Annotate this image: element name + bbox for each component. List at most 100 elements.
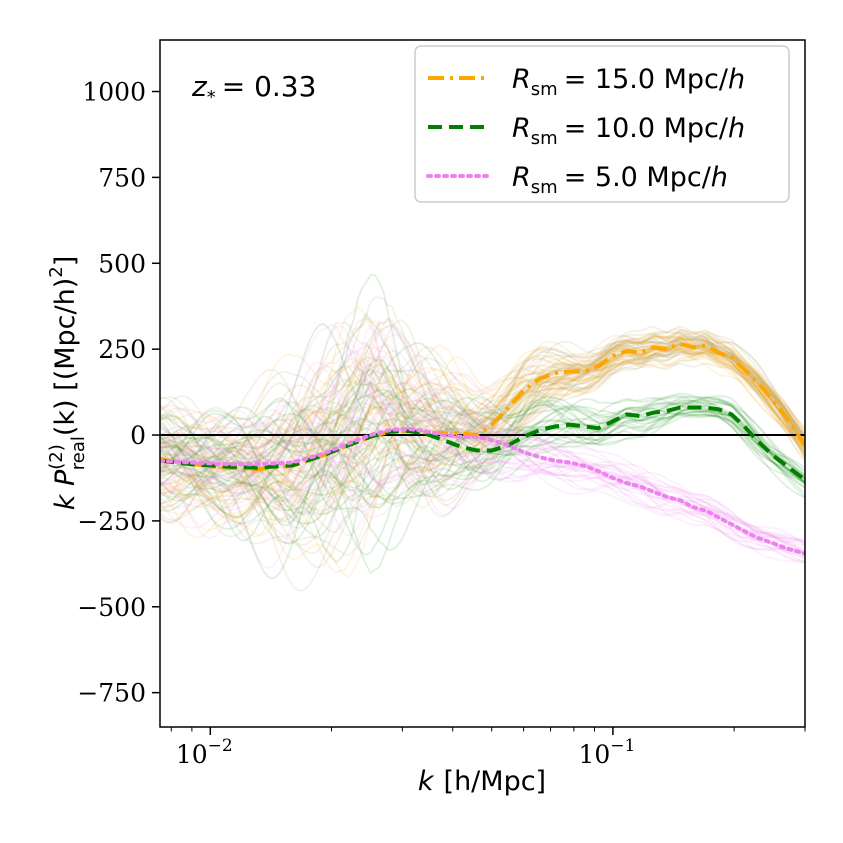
realization-line-2 bbox=[160, 364, 805, 563]
realization-line-olive bbox=[160, 340, 805, 505]
realization-line-1 bbox=[160, 396, 805, 545]
realization-line-1 bbox=[160, 398, 805, 510]
realization-line-1 bbox=[160, 361, 805, 481]
y-axis-label: k P(2)real(k) [(Mpc/h)2] bbox=[46, 256, 89, 511]
realization-line-0 bbox=[160, 343, 805, 515]
realization-line-0 bbox=[160, 339, 805, 524]
realization-line-1 bbox=[160, 368, 805, 502]
realization-line-olive bbox=[160, 345, 805, 521]
realization-line-0 bbox=[160, 330, 805, 525]
realization-line-olive bbox=[160, 341, 805, 509]
realization-line-1 bbox=[160, 392, 805, 556]
realization-line-0 bbox=[160, 348, 805, 472]
x-axis-label: k [h/Mpc] bbox=[418, 766, 546, 797]
y-tick-label: −500 bbox=[77, 593, 146, 622]
y-tick-label: 0 bbox=[130, 421, 146, 450]
realization-line-olive bbox=[160, 335, 805, 533]
realization-line-0 bbox=[160, 346, 805, 537]
realization-lines bbox=[160, 273, 805, 592]
realization-line-2 bbox=[160, 325, 805, 556]
realization-line-1 bbox=[160, 399, 805, 527]
realization-line-olive bbox=[160, 351, 805, 488]
y-tick-label: −250 bbox=[77, 507, 146, 536]
realization-line-olive bbox=[160, 329, 805, 490]
realization-line-olive bbox=[160, 331, 805, 487]
y-tick-label: 250 bbox=[98, 335, 146, 364]
y-axis-ticks: −750 −500 −250 0 250 500 750 1000 bbox=[77, 78, 160, 708]
realization-line-0 bbox=[160, 305, 805, 520]
y-tick-label: −750 bbox=[77, 679, 146, 708]
realization-line-olive bbox=[160, 334, 805, 524]
realization-line-1 bbox=[160, 394, 805, 552]
realization-line-2 bbox=[160, 324, 805, 543]
y-tick-label: 500 bbox=[98, 249, 146, 278]
mean-lines bbox=[160, 341, 805, 556]
x-tick-label: 10−1 bbox=[578, 736, 635, 769]
realization-line-1 bbox=[160, 407, 805, 525]
y-tick-label: 1000 bbox=[82, 78, 146, 107]
x-axis-ticks: 10−2 10−1 bbox=[170, 727, 806, 769]
realization-line-olive bbox=[160, 342, 805, 467]
realization-line-1 bbox=[160, 394, 805, 526]
realization-line-0 bbox=[160, 348, 805, 489]
realization-line-2 bbox=[160, 355, 805, 569]
realization-line-olive bbox=[160, 333, 805, 472]
realization-line-olive bbox=[160, 331, 805, 498]
x-tick-label: 10−2 bbox=[176, 736, 233, 769]
realization-line-olive bbox=[160, 320, 805, 509]
realization-line-1 bbox=[160, 381, 805, 476]
realization-line-1 bbox=[160, 397, 805, 519]
realization-line-olive bbox=[160, 349, 805, 512]
legend-label-1: Rsm = 10.0 Mpc/h bbox=[512, 113, 745, 149]
realization-line-2 bbox=[160, 388, 805, 565]
realization-line-olive bbox=[160, 332, 805, 518]
realization-line-olive bbox=[160, 340, 805, 493]
realization-line-olive bbox=[160, 336, 805, 530]
realization-line-olive bbox=[160, 317, 805, 499]
realization-line-1 bbox=[160, 396, 805, 542]
realization-line-0 bbox=[160, 340, 805, 520]
legend-frame bbox=[414, 45, 790, 203]
realization-line-2 bbox=[160, 325, 805, 553]
realization-line-2 bbox=[160, 402, 805, 557]
realization-line-1 bbox=[160, 396, 805, 530]
realization-line-2 bbox=[160, 344, 805, 559]
realization-line-2 bbox=[160, 349, 805, 542]
plot-frame bbox=[159, 39, 806, 728]
legend: Rsm = 15.0 Mpc/h Rsm = 10.0 Mpc/h Rsm = 5.0 M… bbox=[414, 45, 790, 203]
realization-line-olive bbox=[160, 337, 805, 509]
realization-line-2 bbox=[160, 419, 805, 558]
realization-line-2 bbox=[160, 333, 805, 543]
redshift-annotation: z* = 0.33 bbox=[191, 70, 316, 108]
realization-line-1 bbox=[160, 396, 805, 492]
realization-line-olive bbox=[160, 350, 805, 459]
realization-line-1 bbox=[160, 388, 805, 539]
realization-line-olive bbox=[160, 338, 805, 502]
realization-line-0 bbox=[160, 335, 805, 474]
realization-line-0 bbox=[160, 330, 805, 578]
realization-line-olive bbox=[160, 331, 805, 513]
realization-line-1 bbox=[160, 387, 805, 505]
realization-line-olive bbox=[160, 342, 805, 557]
realization-line-0 bbox=[160, 336, 805, 498]
series-line-2 bbox=[160, 426, 805, 556]
realization-line-0 bbox=[160, 337, 805, 508]
realization-line-2 bbox=[160, 425, 805, 562]
realization-line-1 bbox=[160, 323, 805, 491]
realization-line-0 bbox=[160, 329, 805, 472]
realization-line-olive bbox=[160, 341, 805, 523]
realization-line-2 bbox=[160, 401, 805, 547]
y-tick-label: 750 bbox=[98, 163, 146, 192]
realization-line-0 bbox=[160, 348, 805, 502]
realization-line-0 bbox=[160, 343, 805, 505]
realization-line-olive bbox=[160, 327, 805, 505]
realization-line-olive bbox=[160, 333, 805, 509]
realization-line-olive bbox=[160, 339, 805, 546]
legend-label-2: Rsm = 5.0 Mpc/h bbox=[512, 162, 728, 198]
realization-line-0 bbox=[160, 347, 805, 515]
realization-line-0 bbox=[160, 342, 805, 497]
realization-line-olive bbox=[160, 341, 805, 592]
realization-line-2 bbox=[160, 421, 805, 556]
realization-line-olive bbox=[160, 345, 805, 555]
